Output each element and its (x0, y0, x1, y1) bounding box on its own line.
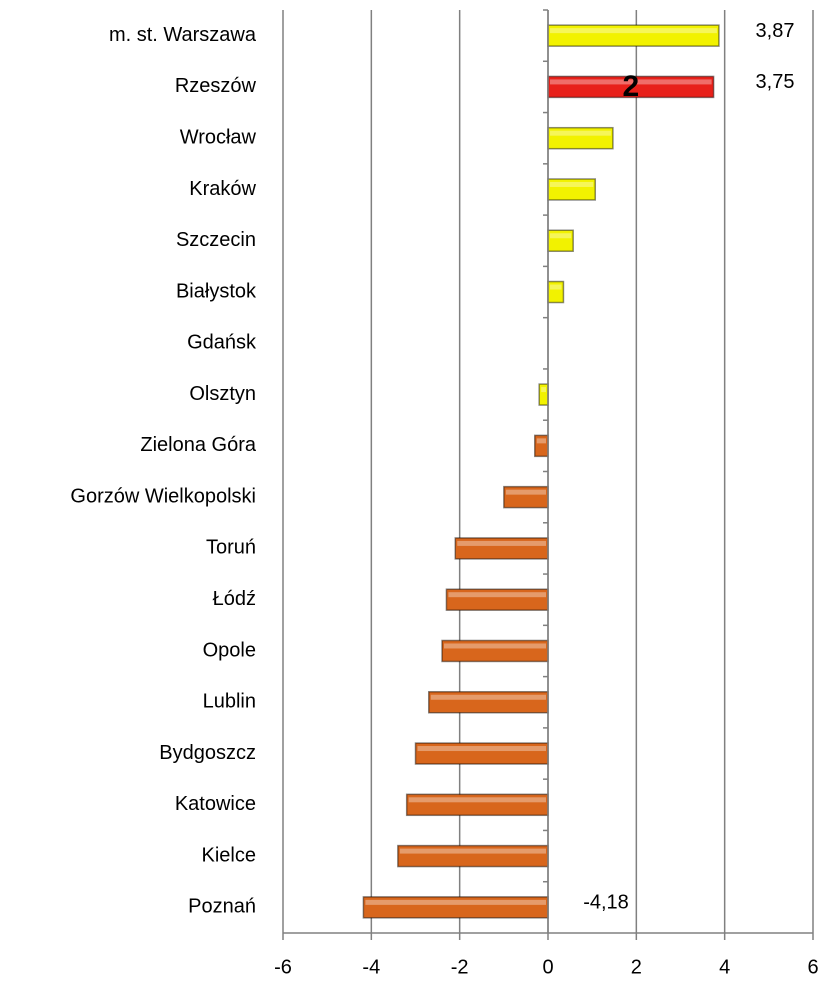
y-tick-label: Opole (203, 639, 256, 661)
bar-highlight (444, 643, 546, 649)
y-tick-label: Katowice (175, 793, 256, 815)
y-tick-label: Gdańsk (187, 332, 257, 354)
y-tick-label: Toruń (206, 537, 256, 559)
x-tick-label: 4 (719, 956, 730, 978)
bar-highlight (505, 489, 546, 495)
y-tick-label: Poznań (188, 896, 256, 918)
bar-highlight (550, 181, 594, 187)
bar-highlight (430, 694, 546, 700)
bar-highlight (550, 79, 712, 85)
y-tick-label: Lublin (203, 691, 256, 713)
x-tick-label: 6 (807, 956, 818, 978)
y-tick-label: Białystok (176, 280, 257, 302)
bar-highlight (541, 387, 546, 393)
y-tick-label: Łódź (213, 588, 256, 610)
x-tick-label: -2 (451, 956, 469, 978)
bar-highlight (365, 899, 546, 905)
x-tick-label: -6 (274, 956, 292, 978)
bar-highlight (399, 848, 546, 854)
y-tick-label: Zielona Góra (140, 434, 256, 456)
y-tick-label: Wrocław (180, 126, 257, 148)
bar-highlight (550, 284, 562, 290)
bar-highlight (550, 28, 717, 34)
bar-highlight (408, 797, 546, 803)
x-tick-label: -4 (362, 956, 380, 978)
value-label: 3,75 (756, 71, 795, 93)
y-tick-label: Kraków (189, 178, 256, 200)
annotation: 2 (622, 70, 639, 103)
bar-highlight (550, 130, 611, 136)
y-tick-label: Bydgoszcz (159, 742, 256, 764)
bar-highlight (448, 592, 546, 598)
bar-highlight (417, 746, 546, 752)
y-tick-label: m. st. Warszawa (109, 24, 257, 46)
value-label: 3,87 (756, 20, 795, 42)
bar-highlight (457, 540, 546, 546)
y-tick-label: Olsztyn (189, 383, 256, 405)
y-tick-label: Rzeszów (175, 75, 257, 97)
y-tick-label: Kielce (202, 844, 256, 866)
value-label: -4,18 (583, 892, 629, 914)
bar-highlight (550, 233, 572, 239)
y-tick-label: Szczecin (176, 229, 256, 251)
x-tick-label: 2 (631, 956, 642, 978)
y-tick-label: Gorzów Wielkopolski (70, 485, 256, 507)
bar-highlight (536, 438, 546, 444)
x-tick-label: 0 (542, 956, 553, 978)
